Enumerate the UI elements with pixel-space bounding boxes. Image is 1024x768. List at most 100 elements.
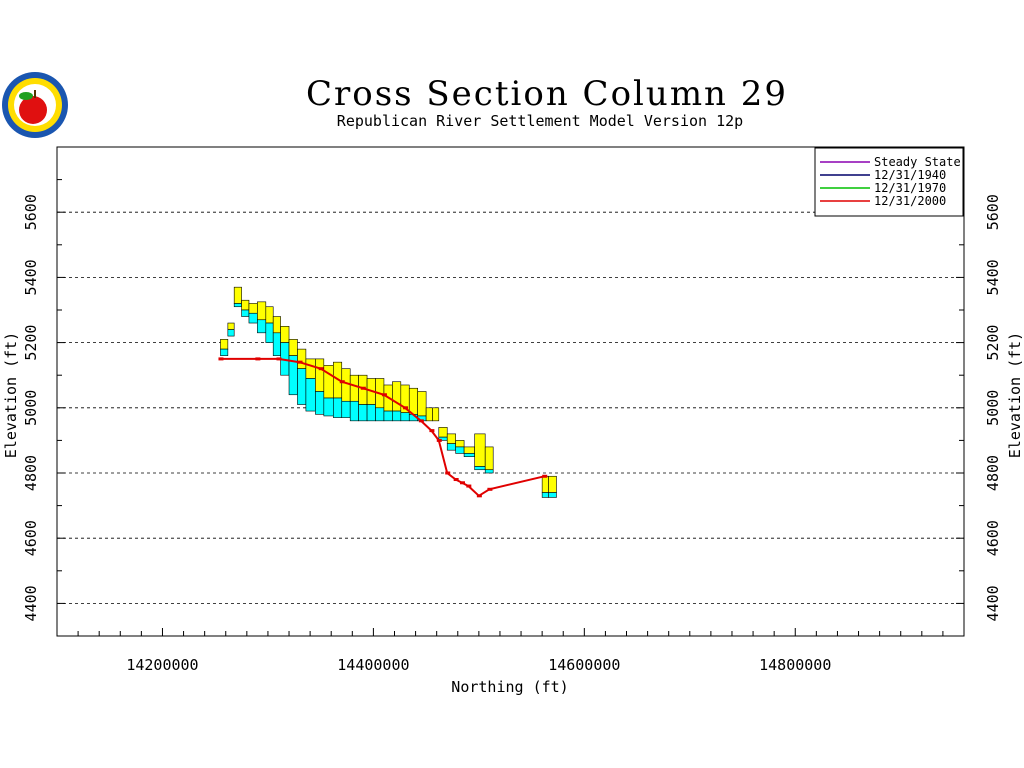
upper-layer-cell xyxy=(463,446,475,454)
x-tick-label-14200000: 14200000 xyxy=(126,656,198,674)
upper-layer-cell xyxy=(392,381,402,412)
series-point-2000 xyxy=(418,419,424,423)
lower-layer-cell xyxy=(248,312,258,324)
lower-layer-cell xyxy=(257,319,267,334)
upper-layer-cell xyxy=(233,286,242,304)
upper-layer-cell xyxy=(288,339,298,356)
y-tick-label-right-4600: 4600 xyxy=(984,520,1002,556)
y-tick-label-left-5000: 5000 xyxy=(22,390,40,426)
series-point-2000 xyxy=(476,494,482,498)
lower-layer-cell xyxy=(455,446,465,454)
legend-label-2000: 12/31/2000 xyxy=(874,194,946,208)
series-point-2000 xyxy=(487,487,493,491)
grid-lines xyxy=(57,211,964,604)
upper-layer-cell xyxy=(257,301,267,321)
lower-layer-cell xyxy=(265,322,274,343)
y-tick-label-left-5600: 5600 xyxy=(22,194,40,230)
upper-layer-cell xyxy=(341,368,351,402)
upper-layer-cell xyxy=(446,433,456,444)
legend-label-1970: 12/31/1970 xyxy=(874,181,946,195)
series-point-2000 xyxy=(436,438,442,442)
x-tick-label-14600000: 14600000 xyxy=(548,656,620,674)
y-tick-label-right-4400: 4400 xyxy=(984,585,1002,621)
series-point-2000 xyxy=(381,393,387,397)
lower-layer-cell xyxy=(375,407,385,422)
series-point-2000 xyxy=(542,474,548,478)
agency-seal-logo xyxy=(2,72,68,138)
plot-frame xyxy=(56,146,965,637)
legend-label-steady-state: Steady State xyxy=(874,155,961,169)
series-point-2000 xyxy=(429,429,435,433)
y-tick-label-right-5400: 5400 xyxy=(984,259,1002,295)
series-point-2000 xyxy=(466,484,472,488)
series-point-2000 xyxy=(445,471,451,475)
series-point-2000 xyxy=(459,481,465,485)
y-tick-label-right-4800: 4800 xyxy=(984,455,1002,491)
lower-layer-cell xyxy=(227,329,235,337)
lower-layer-cell xyxy=(392,410,402,422)
series-point-2000 xyxy=(360,386,366,390)
lower-layer-cell xyxy=(333,397,343,418)
lower-layer-cell xyxy=(297,368,307,405)
lower-layer-cell xyxy=(341,400,351,418)
y-tick-label-left-5400: 5400 xyxy=(22,259,40,295)
y-tick-label-right-5600: 5600 xyxy=(984,194,1002,230)
lower-layer-cell xyxy=(315,391,325,415)
lower-layer-cell xyxy=(349,400,359,422)
series-point-2000 xyxy=(318,367,324,371)
upper-layer-cell xyxy=(474,433,486,467)
upper-layer-cell xyxy=(227,322,235,330)
x-tick-label-14400000: 14400000 xyxy=(337,656,409,674)
upper-layer-cell xyxy=(280,325,290,343)
lower-layer-cell xyxy=(463,453,475,458)
upper-layer-cell xyxy=(408,387,418,415)
axis-ticks xyxy=(56,146,965,637)
tick-labels: 4400 4400 4600 4600 4800 4800 5000 5000 5200 5200… xyxy=(22,194,1002,674)
series-point-2000 xyxy=(218,357,224,361)
upper-layer-cell xyxy=(432,407,440,422)
series-point-2000 xyxy=(297,360,303,364)
chart-subtitle: Republican River Settlement Model Versio… xyxy=(337,112,743,130)
legend-label-1940: 12/31/1940 xyxy=(874,168,946,182)
lower-layer-cell xyxy=(272,332,281,356)
series-point-2000 xyxy=(403,406,409,410)
lower-layer-cell xyxy=(446,443,456,451)
legend-box xyxy=(814,147,964,217)
upper-layer-cell xyxy=(272,316,281,334)
y-tick-label-left-4400: 4400 xyxy=(22,585,40,621)
series-point-2000 xyxy=(255,357,261,361)
lower-layer-cell xyxy=(220,348,229,356)
y-tick-label-left-5200: 5200 xyxy=(22,325,40,361)
y-tick-label-right-5200: 5200 xyxy=(984,325,1002,361)
upper-layer-cell xyxy=(297,348,307,369)
upper-layer-cell xyxy=(455,440,465,448)
series-point-2000 xyxy=(276,357,282,361)
upper-layer-cell xyxy=(305,358,316,379)
upper-layer-cell xyxy=(220,339,229,350)
lower-layer-cell xyxy=(305,378,316,412)
upper-layer-cell xyxy=(315,358,325,392)
upper-layer-cell xyxy=(417,391,427,417)
lower-layer-cell xyxy=(474,466,486,471)
upper-layer-cell xyxy=(438,427,448,438)
upper-layer-cell xyxy=(349,374,359,402)
lower-layer-cell xyxy=(484,469,494,474)
series-point-2000 xyxy=(339,380,345,384)
x-axis-label: Northing (ft) xyxy=(451,678,568,696)
upper-layer-cell xyxy=(323,365,334,399)
y-axis-label-left: Elevation (ft) xyxy=(2,332,20,458)
y-tick-label-left-4600: 4600 xyxy=(22,520,40,556)
upper-layer-cell xyxy=(484,446,494,471)
lower-layer-cell xyxy=(358,404,368,422)
lower-layer-cell xyxy=(233,303,242,308)
lower-layer-cell xyxy=(241,309,250,317)
y-axis-label-right: Elevation (ft) xyxy=(1006,332,1024,458)
lower-layer-cell xyxy=(400,412,410,422)
upper-layer-cell xyxy=(241,299,250,311)
layer-areas xyxy=(220,286,557,498)
x-tick-label-14800000: 14800000 xyxy=(759,656,831,674)
upper-layer-cell xyxy=(425,407,433,422)
lower-layer-cell xyxy=(383,410,393,422)
upper-layer-cell xyxy=(248,303,258,314)
